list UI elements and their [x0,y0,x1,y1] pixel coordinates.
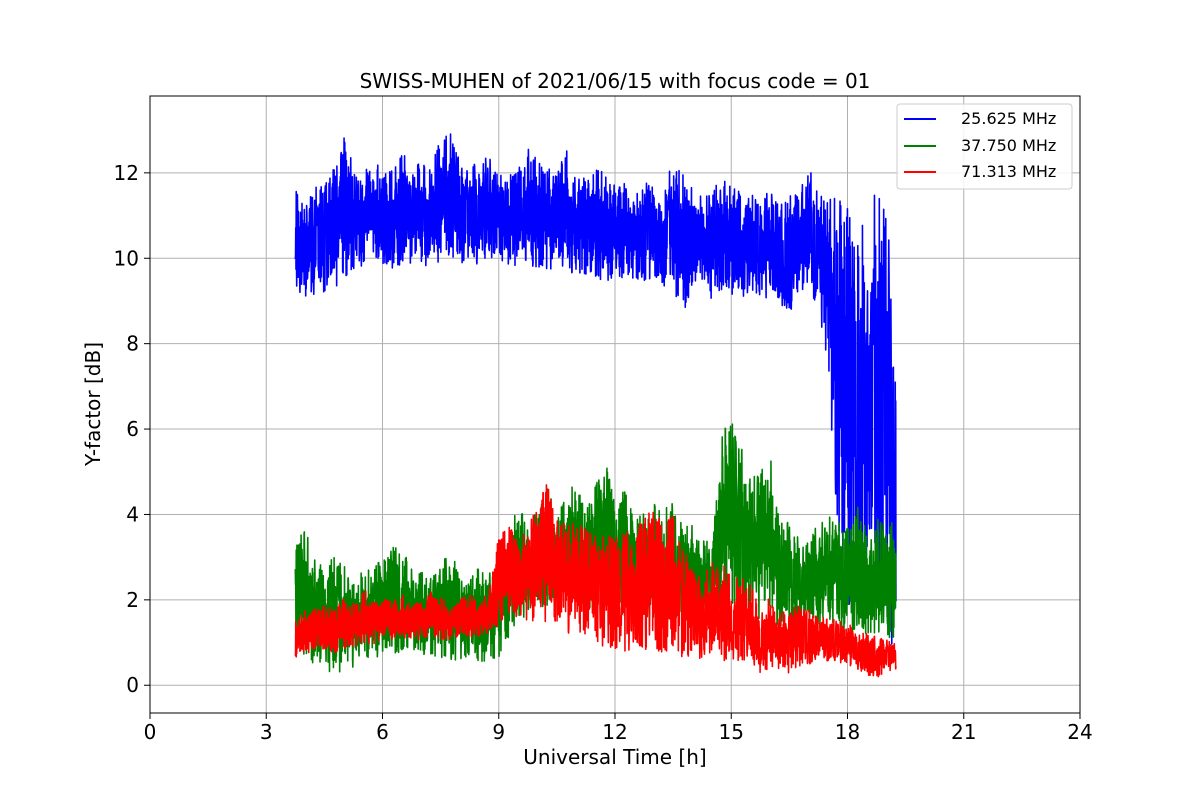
y-tick-label: 2 [126,588,139,612]
legend-label-71-313: 71.313 MHz [961,162,1056,181]
y-tick-label: 12 [114,161,139,185]
x-tick-label: 12 [602,720,627,744]
legend: 25.625 MHz 37.750 MHz 71.313 MHz [896,103,1073,190]
x-tick-label: 0 [144,720,157,744]
legend-label-37-750: 37.750 MHz [961,136,1056,155]
legend-box [896,103,1073,190]
x-tick-label: 9 [492,720,505,744]
x-tick-label: 15 [719,720,744,744]
series-line-71-313 [294,484,897,678]
legend-entry-25-625: 25.625 MHz [904,109,1056,128]
series-line-25-625 [294,133,897,645]
x-tick-label: 21 [951,720,976,744]
y-axis-label: Y-factor [dB] [81,342,105,467]
legend-entry-71-313: 71.313 MHz [904,162,1056,181]
series-layer [294,133,897,678]
chart-title: SWISS-MUHEN of 2021/06/15 with focus cod… [360,69,871,93]
x-tick-label: 3 [260,720,273,744]
x-tick-label: 6 [376,720,389,744]
y-tick-label: 6 [126,417,139,441]
legend-label-25-625: 25.625 MHz [961,109,1056,128]
y-tick-label: 0 [126,673,139,697]
y-tick-label: 10 [114,246,139,270]
legend-entry-37-750: 37.750 MHz [904,136,1056,155]
x-tick-label: 24 [1067,720,1092,744]
x-tick-label: 18 [835,720,860,744]
x-axis-label: Universal Time [h] [523,745,706,769]
y-tick-label: 8 [126,332,139,356]
y-tick-label: 4 [126,502,139,526]
